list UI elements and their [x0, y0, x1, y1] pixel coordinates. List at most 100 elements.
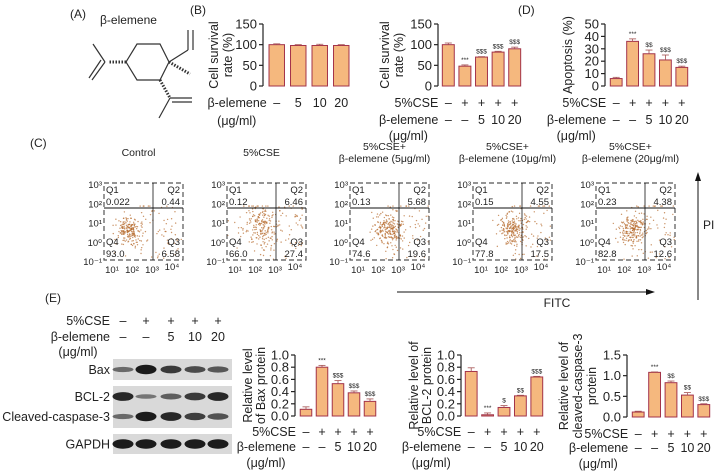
event-dot [664, 246, 666, 248]
event-dot [259, 253, 262, 256]
condition-value: 5 [168, 330, 175, 344]
unit-label: (μg/ml) [389, 129, 428, 143]
flow-plot-title: 5%CSE+ [363, 141, 406, 153]
event-dot [634, 220, 636, 223]
significance-label: $$$ [476, 49, 487, 56]
event-dot [396, 210, 399, 212]
y-tick-label: 10⁰ [211, 238, 226, 249]
bar [333, 44, 350, 87]
event-dot [399, 223, 401, 226]
event-dot [635, 225, 637, 228]
condition-value: – [319, 440, 326, 454]
event-dot [296, 215, 299, 218]
event-dot [245, 211, 248, 214]
event-dot [401, 235, 404, 237]
event-dot [506, 224, 509, 227]
event-dot [631, 245, 634, 247]
event-dot [387, 222, 390, 225]
event-dot [502, 232, 504, 234]
event-dot [393, 236, 396, 239]
event-dot [393, 223, 396, 225]
event-dot [396, 231, 398, 233]
event-dot [391, 216, 394, 218]
blot-label: Bax [88, 363, 110, 377]
event-dot [170, 218, 173, 220]
event-dot [632, 242, 634, 244]
event-dot [622, 232, 624, 235]
event-dot [125, 217, 127, 219]
event-dot [122, 237, 125, 239]
y-tick-label: 10² [457, 199, 471, 210]
event-dot [636, 240, 638, 243]
event-dot [278, 220, 280, 222]
event-dot [263, 225, 266, 227]
protein-band [207, 413, 229, 420]
event-dot [520, 222, 522, 224]
event-dot [630, 222, 632, 224]
event-dot [663, 212, 666, 214]
event-dot [418, 210, 421, 212]
event-dot [669, 232, 671, 234]
event-dot [509, 223, 511, 225]
event-dot [119, 224, 122, 227]
event-dot [634, 244, 636, 247]
event-dot [131, 240, 133, 242]
event-dot [253, 224, 255, 227]
condition-value: 20 [211, 330, 225, 344]
event-dot [514, 239, 516, 241]
event-dot [165, 223, 168, 225]
x-tick-label: 10² [617, 265, 631, 276]
y-tick-label: 10⁻¹ [83, 257, 102, 268]
event-dot [267, 205, 269, 207]
event-dot [623, 239, 626, 241]
event-dot [516, 245, 518, 247]
event-dot [389, 225, 391, 227]
event-dot [295, 247, 297, 250]
x-tick-label: 10⁴ [411, 262, 426, 273]
event-dot [638, 248, 640, 251]
condition-value: 20 [508, 113, 522, 127]
event-dot [503, 224, 506, 227]
event-dot [131, 234, 134, 236]
event-dot [370, 239, 372, 241]
beta-elemene-structure [88, 30, 194, 119]
event-dot [634, 228, 636, 230]
event-dot [156, 232, 158, 235]
event-dot [629, 228, 632, 230]
event-dot [254, 232, 256, 234]
event-dot [502, 230, 505, 232]
x-tick-label: 10⁴ [534, 262, 549, 273]
event-dot [134, 219, 136, 221]
event-dot [255, 228, 257, 230]
event-dot [301, 227, 304, 229]
event-dot [300, 224, 302, 226]
condition-value: 5 [295, 96, 302, 110]
plot-frame [472, 182, 553, 261]
event-dot [270, 237, 272, 240]
event-dot [137, 238, 139, 240]
event-dot [267, 228, 269, 230]
event-dot [264, 223, 266, 225]
bar [530, 376, 544, 417]
event-dot [121, 243, 123, 245]
event-dot [544, 237, 547, 239]
y-tick-label: 10² [580, 199, 594, 210]
bar [299, 408, 313, 417]
event-dot [624, 243, 626, 246]
protein-band [135, 411, 157, 422]
event-dot [263, 220, 265, 223]
event-dot [636, 231, 639, 234]
event-dot [236, 247, 238, 249]
event-dot [506, 240, 509, 243]
quadrant-value-q3: 17.5 [531, 249, 550, 260]
quadrant-name: Q3 [290, 237, 303, 248]
event-dot [242, 229, 244, 231]
event-dot [140, 229, 142, 231]
bar [497, 406, 511, 417]
event-dot [379, 223, 382, 225]
event-dot [627, 221, 629, 224]
event-dot [514, 237, 516, 240]
event-dot [174, 211, 176, 213]
event-dot [129, 236, 131, 238]
event-dot [505, 243, 507, 245]
